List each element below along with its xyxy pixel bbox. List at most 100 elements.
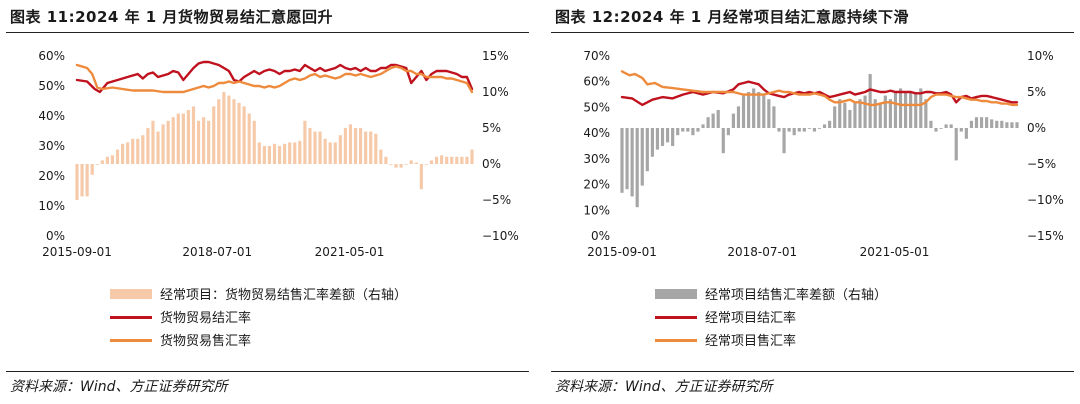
bar-mark <box>726 128 730 136</box>
bar-mark <box>747 92 751 128</box>
y-right-tick-label: −10% <box>482 229 519 243</box>
bar-mark <box>812 128 817 132</box>
x-tick-label: 2018-07-01 <box>182 245 252 259</box>
source-note: 资料来源：Wind、方正证券研究所 <box>555 379 773 395</box>
bar-mark <box>434 156 439 164</box>
bar-mark <box>736 106 741 128</box>
bar-mark <box>353 128 358 164</box>
bar-mark <box>450 156 454 164</box>
bar-mark <box>802 128 806 132</box>
bar-mark <box>252 120 256 164</box>
bar-mark <box>741 95 746 128</box>
bar-mark <box>166 120 170 164</box>
bar-mark <box>843 102 847 128</box>
bar-mark <box>660 128 665 146</box>
bar-mark <box>777 128 781 132</box>
bar-mark <box>838 99 842 128</box>
bar-mark <box>283 143 287 164</box>
legend-swatch-line-red <box>110 316 152 319</box>
bar-mark <box>691 128 695 136</box>
bar-mark <box>338 135 342 164</box>
y-right-tick-label: −15% <box>1027 229 1064 243</box>
bar-mark <box>787 128 791 132</box>
bar-mark <box>883 95 887 128</box>
y-left-tick-label: 70% <box>583 49 610 63</box>
bar-mark <box>105 156 109 164</box>
bar-mark <box>100 160 104 164</box>
bar-mark <box>767 99 771 128</box>
bar-mark <box>848 110 852 128</box>
bar-mark <box>904 92 908 128</box>
bar-mark <box>721 128 725 154</box>
bar-mark <box>348 124 353 164</box>
bar-mark <box>701 124 705 128</box>
y-left-tick-label: 50% <box>583 100 610 114</box>
bar-mark <box>389 164 393 165</box>
bar-mark <box>919 88 923 128</box>
legend-label: 货物贸易结汇率 <box>160 311 252 326</box>
source-note: 资料来源：Wind、方正证券研究所 <box>10 379 228 395</box>
bar-mark <box>681 128 685 132</box>
bar-mark <box>828 120 832 128</box>
y-right-tick-label: 10% <box>482 85 509 99</box>
bar-mark <box>635 128 639 208</box>
y-left-tick-label: 10% <box>38 199 65 213</box>
bar-mark <box>126 142 130 164</box>
bar-mark <box>131 138 135 164</box>
x-tick-label: 2018-07-01 <box>727 245 797 259</box>
bar-mark <box>262 146 266 164</box>
y-left-tick-label: 40% <box>583 126 610 140</box>
bar-mark <box>888 99 892 128</box>
bar-mark <box>706 117 710 128</box>
bar-mark <box>440 155 444 164</box>
bar-mark <box>1010 122 1014 128</box>
y-right-tick-label: 0% <box>482 157 501 171</box>
bar-mark <box>359 128 363 164</box>
bar-mark <box>181 113 185 164</box>
y-right-tick-label: −10% <box>1027 193 1064 207</box>
bar-mark <box>898 88 903 128</box>
source-rule <box>551 371 1074 372</box>
y-left-tick-label: 0% <box>46 229 65 243</box>
bar-mark <box>257 142 261 164</box>
bar-mark <box>650 128 654 157</box>
bar-mark <box>151 120 155 164</box>
bar-mark <box>696 128 700 132</box>
bar-mark <box>833 106 837 128</box>
bar-mark <box>141 135 145 164</box>
bar-mark <box>424 164 429 165</box>
bar-mark <box>878 102 882 128</box>
legend-swatch-line-red <box>655 316 697 319</box>
y-left-tick-label: 20% <box>38 169 65 183</box>
bar-mark <box>328 142 332 164</box>
bar-mark <box>110 155 115 164</box>
bar-mark <box>369 131 373 164</box>
bar-mark <box>979 117 984 128</box>
bar-mark <box>853 102 857 128</box>
legend-label: 经常项目结汇率 <box>705 311 797 326</box>
series-line-orange <box>75 63 474 94</box>
bar-mark <box>640 128 644 186</box>
bar-mark <box>156 131 160 164</box>
bar-mark <box>419 164 423 190</box>
bar-mark <box>969 120 974 128</box>
x-tick-label: 2021-05-01 <box>860 245 930 259</box>
bar-mark <box>645 128 649 172</box>
bar-mark <box>409 160 413 164</box>
bar-mark <box>333 142 337 164</box>
bar-mark <box>303 120 307 164</box>
bar-mark <box>323 138 327 164</box>
legend-label: 经常项目结售汇率差额（右轴） <box>705 288 888 303</box>
bar-mark <box>318 131 322 164</box>
bar-mark <box>893 92 898 128</box>
bar-mark <box>858 99 862 128</box>
bar-mark <box>313 131 317 164</box>
y-right-tick-label: 0% <box>1027 121 1046 135</box>
bar-mark <box>465 156 469 164</box>
bar-mark <box>757 92 761 128</box>
y-left-tick-label: 0% <box>591 229 610 243</box>
bar-mark <box>792 128 796 136</box>
legend-label: 经常项目：货物贸易结售汇率差额（右轴） <box>160 288 408 303</box>
series-line-orange <box>620 70 1019 107</box>
bar-mark <box>379 149 383 164</box>
